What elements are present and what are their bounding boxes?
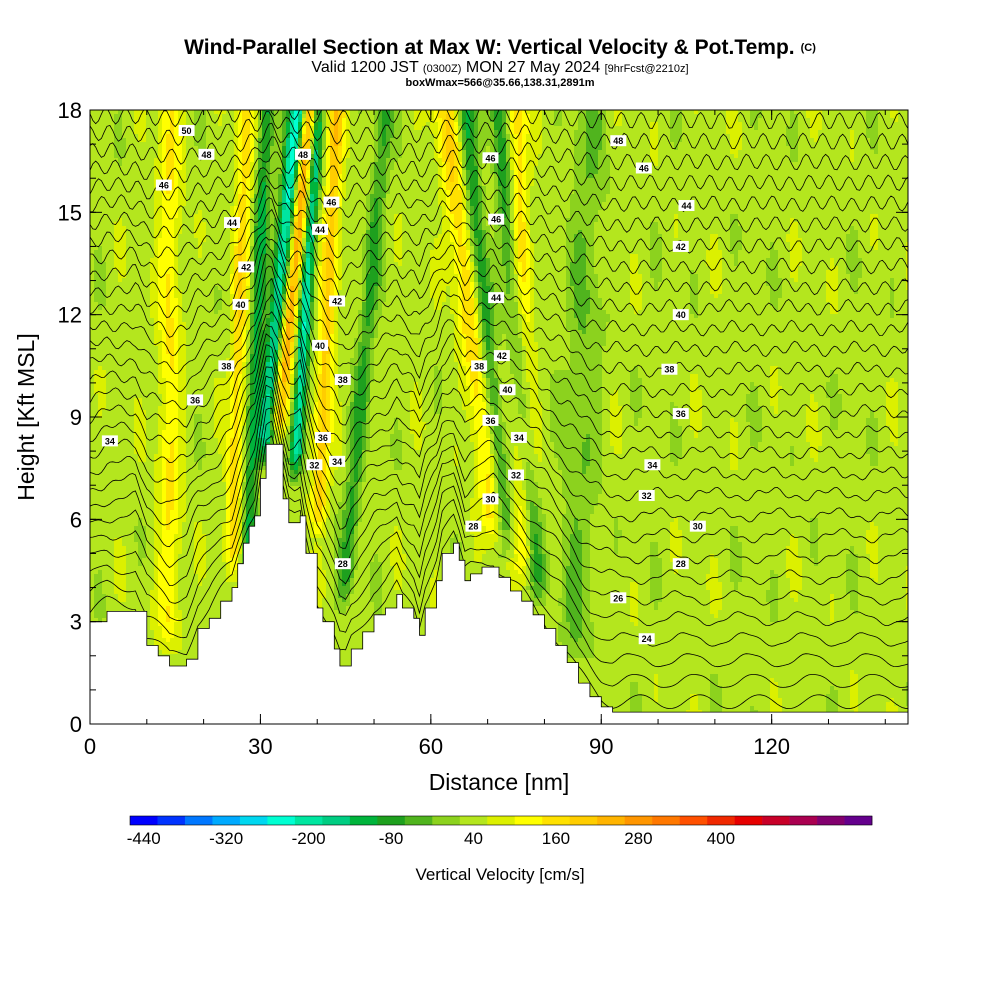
colorbar-swatch <box>597 816 625 825</box>
colorbar-swatch <box>652 816 680 825</box>
pot-temp-label: 38 <box>335 374 351 385</box>
colorbar-swatch <box>707 816 735 825</box>
colorbar-tick-label: -440 <box>127 829 161 848</box>
pot-temp-label: 36 <box>187 394 203 405</box>
y-tick-label: 18 <box>58 98 82 123</box>
y-axis-title: Height [Kft MSL] <box>13 333 39 500</box>
pot-temp-label: 26 <box>610 592 626 603</box>
pot-temp-label: 50 <box>179 125 195 136</box>
colorbar-swatch <box>542 816 570 825</box>
pot-temp-label: 38 <box>471 360 487 371</box>
colorbar-swatch <box>295 816 323 825</box>
pot-temp-label: 48 <box>198 149 214 160</box>
pot-temp-label: 42 <box>329 296 345 307</box>
y-tick-label: 12 <box>58 303 82 328</box>
colorbar-swatch <box>735 816 763 825</box>
x-tick-label: 30 <box>248 734 272 759</box>
pot-temp-label: 34 <box>511 432 527 443</box>
colorbar-swatch <box>377 816 405 825</box>
colorbar-swatch <box>680 816 708 825</box>
pot-temp-label: 42 <box>673 241 689 252</box>
pot-temp-label: 28 <box>465 521 481 532</box>
pot-temp-label: 34 <box>329 456 345 467</box>
colorbar-swatch <box>267 816 295 825</box>
pot-temp-label: 44 <box>312 224 328 235</box>
pot-temp-label: 44 <box>224 217 240 228</box>
pot-temp-label: 46 <box>482 152 498 163</box>
pot-temp-label: 30 <box>482 493 498 504</box>
y-tick-label: 9 <box>70 405 82 430</box>
colorbar-tick-label: 40 <box>464 829 483 848</box>
pot-temp-label: 24 <box>639 633 655 644</box>
colorbar-swatch <box>130 816 158 825</box>
pot-temp-label: 44 <box>678 200 694 211</box>
x-tick-label: 120 <box>753 734 790 759</box>
pot-temp-label: 38 <box>218 360 234 371</box>
pot-temp-label: 42 <box>238 261 254 272</box>
pot-temp-label: 46 <box>488 214 504 225</box>
colorbar-swatch <box>790 816 818 825</box>
y-tick-label: 15 <box>58 200 82 225</box>
colorbar-title: Vertical Velocity [cm/s] <box>415 865 584 884</box>
pot-temp-label: 34 <box>644 459 660 470</box>
colorbar-tick-label: 400 <box>707 829 735 848</box>
colorbar-swatch <box>322 816 350 825</box>
pot-temp-label: 38 <box>661 364 677 375</box>
pot-temp-label: 48 <box>295 149 311 160</box>
colorbar-swatch <box>570 816 598 825</box>
x-tick-label: 0 <box>84 734 96 759</box>
pot-temp-label: 40 <box>233 299 249 310</box>
y-tick-label: 0 <box>70 712 82 737</box>
pot-temp-label: 28 <box>335 558 351 569</box>
pot-temp-label: 40 <box>673 309 689 320</box>
colorbar-swatch <box>515 816 543 825</box>
colorbar-swatch <box>762 816 790 825</box>
colorbar-swatch <box>845 816 873 825</box>
x-axis-title: Distance [nm] <box>429 769 570 795</box>
colorbar-tick-label: 280 <box>624 829 652 848</box>
colorbar-tick-label: -80 <box>379 829 404 848</box>
colorbar-swatch <box>405 816 433 825</box>
colorbar-swatch <box>157 816 185 825</box>
pot-temp-label: 40 <box>500 384 516 395</box>
pot-temp-label: 32 <box>639 490 655 501</box>
colorbar-tick-label: 160 <box>542 829 570 848</box>
colorbar-swatch <box>432 816 460 825</box>
pot-temp-label: 40 <box>312 340 328 351</box>
pot-temp-label: 30 <box>690 521 706 532</box>
pot-temp-label: 28 <box>673 558 689 569</box>
colorbar: -440 -320 -200 -80 40 160 280 400 <box>127 816 873 848</box>
pot-temp-label: 46 <box>156 180 172 191</box>
cross-section-chart: 5048464442403836344846444240383634322846… <box>0 0 1000 1000</box>
x-tick-label: 60 <box>419 734 443 759</box>
colorbar-swatch <box>625 816 653 825</box>
pot-temp-label: 48 <box>610 135 626 146</box>
pot-temp-contour-line <box>90 88 908 109</box>
x-tick-label: 90 <box>589 734 613 759</box>
colorbar-swatch <box>487 816 515 825</box>
colorbar-tick-label: -200 <box>292 829 326 848</box>
pot-temp-label: 36 <box>315 432 331 443</box>
colorbar-swatch <box>185 816 213 825</box>
colorbar-swatch <box>212 816 240 825</box>
pot-temp-label: 42 <box>494 350 510 361</box>
colorbar-tick-label: -320 <box>209 829 243 848</box>
y-tick-label: 3 <box>70 610 82 635</box>
pot-temp-label: 36 <box>673 408 689 419</box>
colorbar-swatch <box>817 816 845 825</box>
colorbar-swatch <box>350 816 378 825</box>
pot-temp-label: 32 <box>306 459 322 470</box>
pot-temp-label: 32 <box>508 469 524 480</box>
colorbar-swatch <box>460 816 488 825</box>
pot-temp-label: 46 <box>636 162 652 173</box>
pot-temp-label: 46 <box>323 197 339 208</box>
pot-temp-label: 34 <box>102 435 118 446</box>
y-tick-label: 6 <box>70 507 82 532</box>
pot-temp-label: 36 <box>482 415 498 426</box>
pot-temp-label: 44 <box>488 292 504 303</box>
colorbar-swatch <box>240 816 268 825</box>
